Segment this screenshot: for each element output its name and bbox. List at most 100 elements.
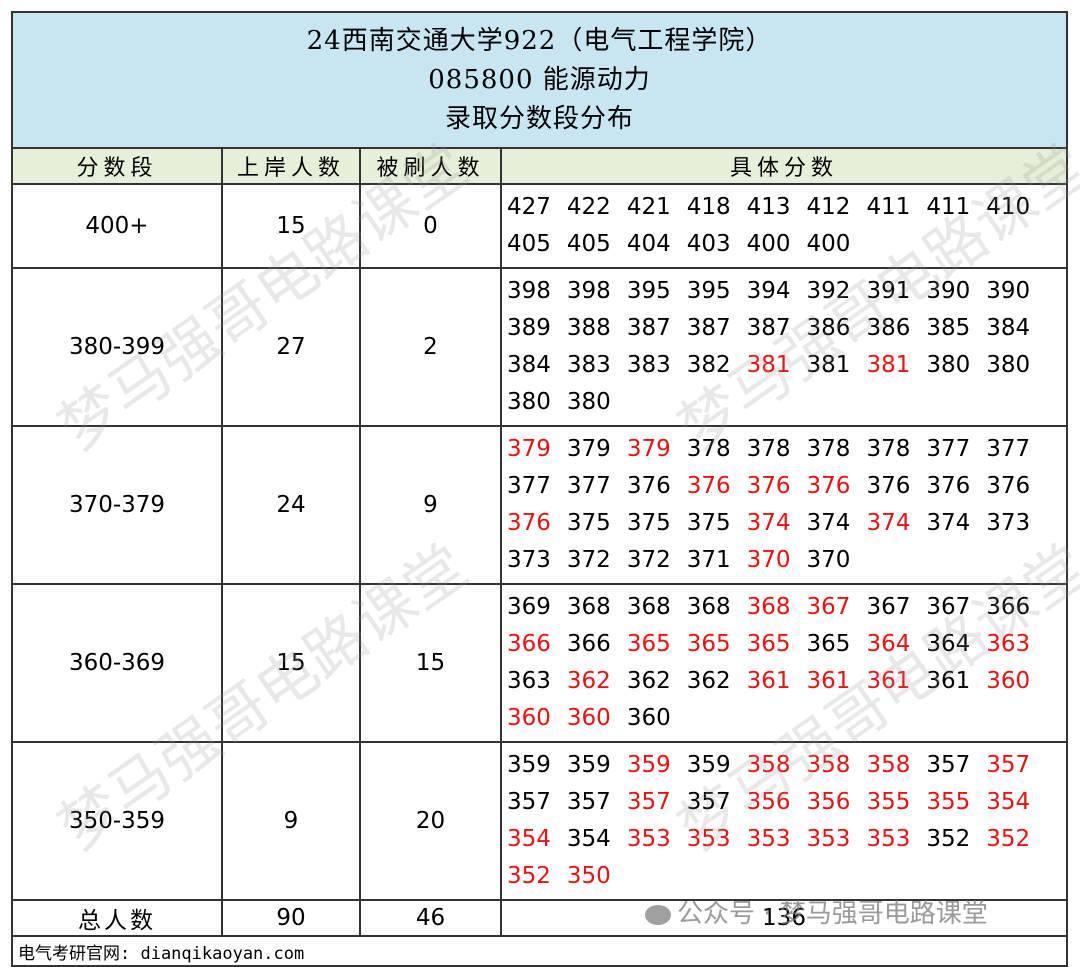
cell-admitted: 9 <box>221 741 361 901</box>
score-admitted: 388 <box>566 315 611 341</box>
score-line: 352 350 <box>507 858 1066 895</box>
score-admitted: 398 <box>507 278 551 304</box>
score-rejected: 368 <box>746 594 791 620</box>
header-scores: 具体分数 <box>500 147 1068 185</box>
score-admitted: 385 <box>926 315 971 341</box>
score-admitted: 378 <box>746 436 791 462</box>
table-title: 24西南交通大学922（电气工程学院） 085800 能源动力 录取分数段分布 <box>11 11 1068 149</box>
score-admitted: 377 <box>926 436 971 462</box>
score-admitted: 405 <box>507 231 551 257</box>
score-admitted: 410 <box>986 194 1031 220</box>
score-admitted: 377 <box>566 473 611 499</box>
score-admitted: 390 <box>926 278 971 304</box>
score-admitted: 362 <box>686 668 731 694</box>
score-rejected: 360 <box>986 668 1031 694</box>
score-line: 354 354 353 353 353 353 353 352 352 <box>507 821 1066 858</box>
cell-admitted: 24 <box>221 425 361 585</box>
cell-rejected: 15 <box>359 583 502 743</box>
score-rejected: 363 <box>986 631 1031 657</box>
score-rejected: 365 <box>746 631 791 657</box>
score-line: 360 360 360 <box>507 700 1066 737</box>
score-admitted: 413 <box>746 194 791 220</box>
score-rejected: 359 <box>626 752 671 778</box>
score-admitted: 369 <box>507 594 551 620</box>
score-rejected: 376 <box>806 473 851 499</box>
score-admitted: 362 <box>626 668 671 694</box>
cell-range: 380-399 <box>11 267 223 427</box>
cell-scores: 427 422 421 418 413 412 411 411 410 405 405 404 403 4… <box>500 183 1068 269</box>
score-rejected: 352 <box>986 826 1031 852</box>
score-admitted: 387 <box>746 315 791 341</box>
score-rejected: 353 <box>686 826 731 852</box>
score-admitted: 368 <box>686 594 731 620</box>
header-admitted: 上岸人数 <box>221 147 361 185</box>
score-rejected: 355 <box>926 789 971 815</box>
score-rejected: 353 <box>866 826 911 852</box>
score-admitted: 386 <box>806 315 851 341</box>
score-line: 376 375 375 375 374 374 374 374 373 <box>507 505 1066 542</box>
score-admitted: 405 <box>566 231 611 257</box>
score-admitted: 412 <box>806 194 851 220</box>
score-admitted: 380 <box>986 352 1031 378</box>
score-rejected: 353 <box>806 826 851 852</box>
score-admitted: 359 <box>686 752 731 778</box>
score-admitted: 374 <box>806 510 851 536</box>
score-rejected: 361 <box>806 668 851 694</box>
score-range-row: 360-369 15 15 369 368 368 368 368 367 367 367 366 36… <box>11 583 1068 743</box>
score-admitted: 363 <box>507 668 551 694</box>
score-range-row: 400+ 15 0 427 422 421 418 413 412 411 411 410 405 405… <box>11 183 1068 269</box>
score-line: 379 379 379 378 378 378 378 377 377 <box>507 431 1066 468</box>
score-range-row: 370-379 24 9 379 379 379 378 378 378 378 377 377 377… <box>11 425 1068 585</box>
score-rejected: 357 <box>626 789 671 815</box>
header-rejected: 被刷人数 <box>359 147 502 185</box>
header-row: 分数段 上岸人数 被刷人数 具体分数 <box>11 147 1068 185</box>
score-rejected: 354 <box>507 826 551 852</box>
score-admitted: 390 <box>986 278 1031 304</box>
score-admitted: 373 <box>507 547 551 573</box>
score-rejected: 358 <box>866 752 911 778</box>
cell-rejected: 2 <box>359 267 502 427</box>
cell-rejected: 9 <box>359 425 502 585</box>
score-rejected: 358 <box>806 752 851 778</box>
score-rejected: 365 <box>626 631 671 657</box>
score-rejected: 374 <box>746 510 791 536</box>
score-rejected: 358 <box>746 752 791 778</box>
score-line: 380 380 <box>507 384 1066 421</box>
score-line: 384 383 383 382 381 381 381 380 380 <box>507 347 1066 384</box>
score-admitted: 352 <box>926 826 971 852</box>
score-rejected: 360 <box>507 705 551 731</box>
wechat-label: 公众号 · 梦马强哥电路课堂 <box>677 899 988 929</box>
score-line: 427 422 421 418 413 412 411 411 410 <box>507 189 1066 226</box>
score-admitted: 367 <box>926 594 971 620</box>
total-all: 136 <box>500 899 1068 937</box>
score-rejected: 356 <box>746 789 791 815</box>
score-admitted: 372 <box>566 547 611 573</box>
total-label: 总人数 <box>11 899 223 937</box>
score-admitted: 383 <box>626 352 671 378</box>
score-admitted: 375 <box>626 510 671 536</box>
score-rejected: 367 <box>806 594 851 620</box>
score-admitted: 374 <box>926 510 971 536</box>
score-admitted: 386 <box>866 315 911 341</box>
score-admitted: 392 <box>806 278 851 304</box>
score-rejected: 379 <box>626 436 671 462</box>
cell-admitted: 15 <box>221 183 361 269</box>
title-major: 085800 能源动力 <box>428 64 651 95</box>
score-admitted: 376 <box>866 473 911 499</box>
score-line: 377 377 376 376 376 376 376 376 376 <box>507 468 1066 505</box>
score-distribution-table: 24西南交通大学922（电气工程学院） 085800 能源动力 录取分数段分布 … <box>11 11 1068 967</box>
score-rejected: 381 <box>866 352 911 378</box>
cell-scores: 379 379 379 378 378 378 378 377 377 377 377 376 376 3… <box>500 425 1068 585</box>
score-rejected: 364 <box>866 631 911 657</box>
score-line: 373 372 372 371 370 370 <box>507 542 1066 579</box>
score-rejected: 357 <box>986 752 1031 778</box>
score-admitted: 359 <box>566 752 611 778</box>
score-admitted: 398 <box>566 278 611 304</box>
cell-range: 350-359 <box>11 741 223 901</box>
score-admitted: 357 <box>926 752 971 778</box>
cell-admitted: 27 <box>221 267 361 427</box>
wechat-watermark: 公众号 · 梦马强哥电路课堂 <box>645 893 988 930</box>
cell-rejected: 20 <box>359 741 502 901</box>
score-admitted: 378 <box>806 436 851 462</box>
score-admitted: 382 <box>686 352 731 378</box>
